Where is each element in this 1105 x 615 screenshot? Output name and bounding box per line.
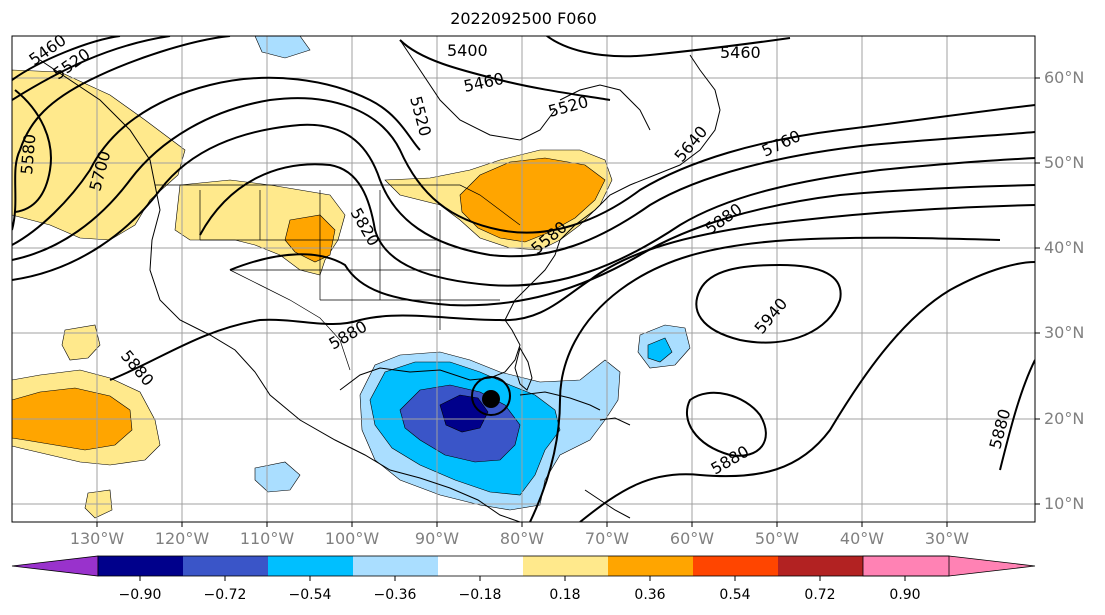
- contour-line: [12, 123, 1035, 281]
- colorbar-tick-label: 0.72: [804, 587, 836, 603]
- shade-great-lakes-orange: [459, 157, 606, 243]
- lat-label-50n: 50°N: [1044, 153, 1085, 172]
- colorbar-segment: [183, 556, 268, 576]
- contour-line: [12, 76, 421, 246]
- colorbar-segment: [438, 556, 523, 576]
- colorbar-tick-label: −0.18: [458, 587, 502, 603]
- coastlines: [39, 39, 721, 522]
- contour-line: [529, 236, 1001, 522]
- colorbar-tick-label: −0.90: [118, 587, 162, 603]
- colorbar-tick-label: −0.36: [373, 587, 417, 603]
- colorbar: [11, 555, 1036, 581]
- map-title: 2022092500 F060: [450, 9, 597, 28]
- colorbar-segment: [353, 556, 438, 576]
- contour-line: [12, 36, 171, 101]
- lon-label-100w: 100°W: [324, 529, 380, 548]
- contour-label: 5460: [720, 43, 761, 62]
- colorbar-ticks: [139, 576, 906, 581]
- lon-label-80w: 80°W: [499, 529, 545, 548]
- contour-line: [12, 97, 1035, 261]
- colorbar-tick-label: −0.72: [203, 587, 247, 603]
- contour-line: [685, 391, 767, 457]
- lon-label-50w: 50°W: [754, 529, 800, 548]
- colorbar-segment: [268, 556, 353, 576]
- contour-line: [695, 263, 842, 344]
- colorbar-segment: [98, 556, 183, 576]
- contour-line: [199, 157, 1035, 287]
- negative-anomaly-shading: [254, 36, 691, 511]
- shade-rockies-orange: [284, 214, 336, 263]
- lat-label-30n: 30°N: [1044, 323, 1085, 342]
- colorbar-segment: [693, 556, 778, 576]
- colorbar-extend-low: [11, 555, 99, 577]
- shade-pacific-blue: [254, 461, 301, 493]
- lat-ticks: [1035, 77, 1040, 505]
- map-frame: [11, 35, 1036, 523]
- contour-label: 5400: [447, 41, 488, 60]
- colorbar-tick-label: 0.18: [549, 587, 581, 603]
- contour-line: [999, 359, 1035, 471]
- contour-line: [579, 261, 1035, 522]
- lat-label-10n: 10°N: [1044, 494, 1085, 513]
- contour-line: [12, 36, 231, 231]
- contour-line: [545, 36, 791, 58]
- contour-line: [399, 39, 611, 101]
- colorbar-tick-label: 0.90: [889, 587, 921, 603]
- colorbar-tick-label: 0.54: [719, 587, 751, 603]
- colorbar-frame: [97, 555, 950, 577]
- lon-label-120w: 120°W: [154, 529, 210, 548]
- lat-label-40n: 40°N: [1044, 238, 1085, 257]
- lon-label-130w: 130°W: [69, 529, 125, 548]
- contour-line: [12, 36, 121, 81]
- lon-label-30w: 30°W: [924, 529, 970, 548]
- lon-label-70w: 70°W: [584, 529, 630, 548]
- shade-gulf-navy: [439, 394, 489, 433]
- colorbar-segment: [608, 556, 693, 576]
- colorbar-tick-label: 0.36: [634, 587, 666, 603]
- contour-line: [14, 89, 52, 213]
- colorbar-tick-label: −0.54: [288, 587, 332, 603]
- shade-atlantic-cyan: [647, 337, 673, 363]
- political-borders: [155, 184, 521, 371]
- colorbar-segment: [778, 556, 863, 576]
- lat-label-60n: 60°N: [1044, 68, 1085, 87]
- storm-marker: [471, 376, 511, 416]
- colorbar-segment: [523, 556, 608, 576]
- height-contours: [12, 36, 1035, 522]
- positive-anomaly-shading: [12, 69, 613, 519]
- contour-label: 5580: [17, 133, 39, 175]
- contour-line: [109, 204, 1035, 381]
- lon-label-110w: 110°W: [239, 529, 295, 548]
- lon-ticks: [96, 522, 948, 527]
- shade-north-blue: [254, 36, 311, 59]
- lat-label-20n: 20°N: [1044, 409, 1085, 428]
- lon-label-90w: 90°W: [414, 529, 460, 548]
- shade-small-1: [61, 324, 101, 361]
- lon-label-40w: 40°W: [839, 529, 885, 548]
- lon-label-60w: 60°W: [669, 529, 715, 548]
